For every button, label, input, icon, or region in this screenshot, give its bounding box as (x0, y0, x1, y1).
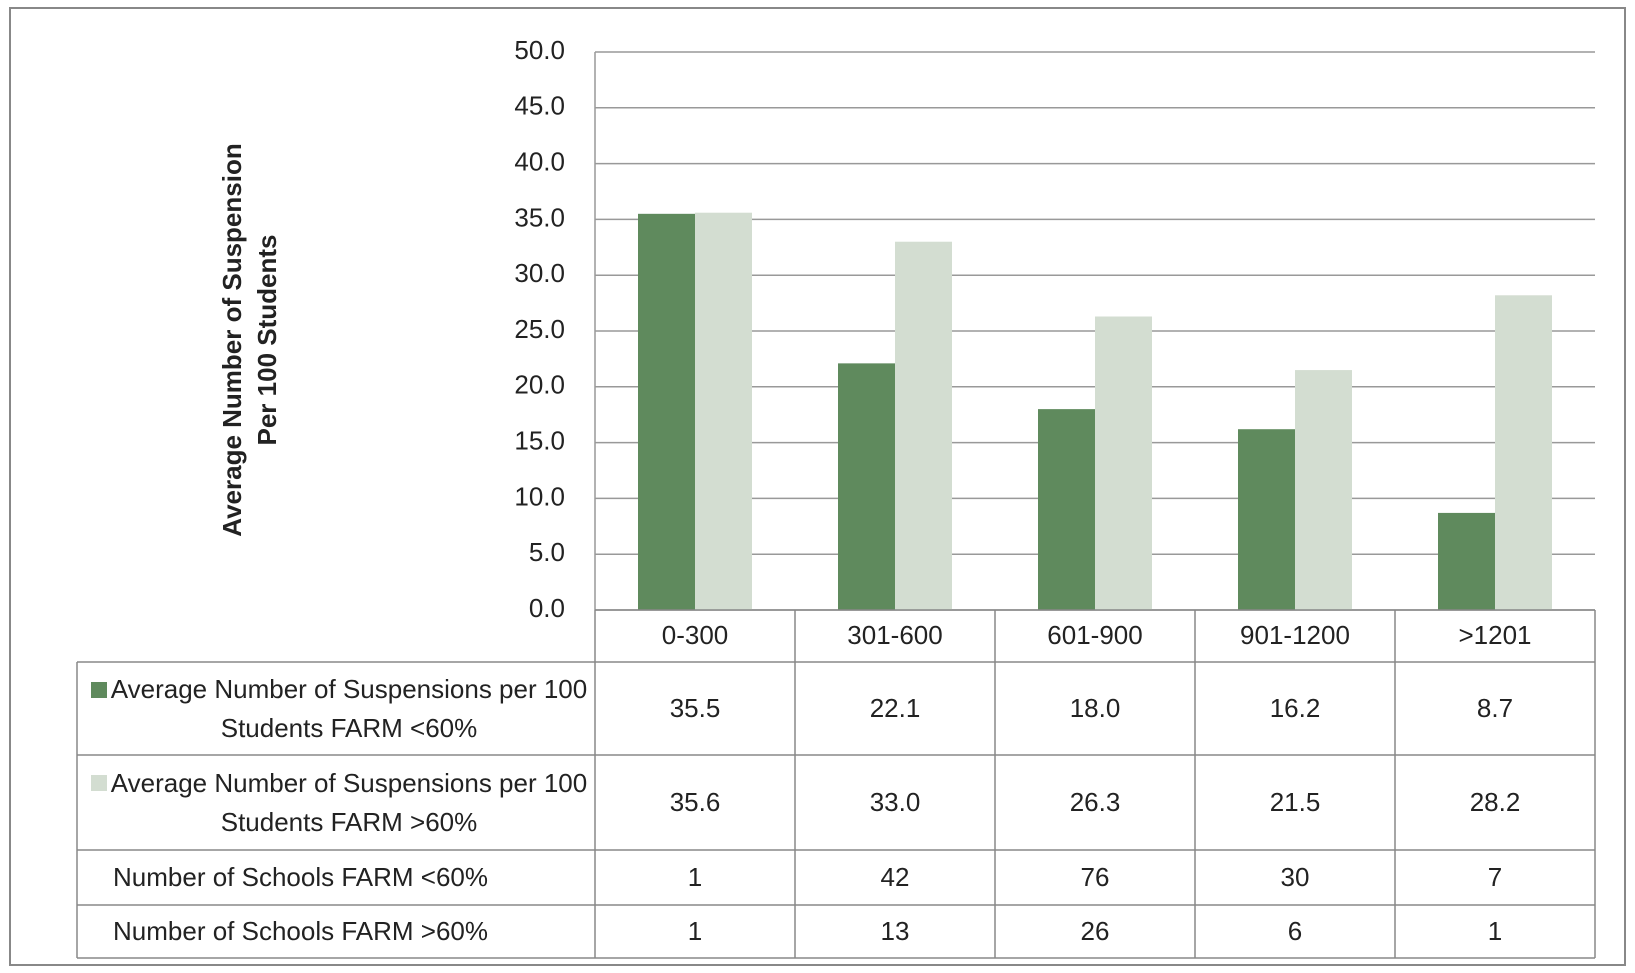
bar (1095, 316, 1152, 610)
table-cell: 21.5 (1269, 786, 1321, 817)
x-tick-label: 301-600 (847, 620, 943, 651)
bar (1238, 429, 1295, 610)
y-tick-label: 15.0 (514, 425, 565, 455)
x-tick-label: >1201 (1458, 620, 1532, 651)
x-tick-label: 901-1200 (1240, 620, 1350, 651)
table-cell: 35.6 (669, 786, 721, 817)
table-row-label: Number of Schools FARM <60% (113, 861, 488, 892)
table-cell: 1 (687, 915, 703, 946)
y-tick-label: 30.0 (514, 258, 565, 288)
y-tick-label: 35.0 (514, 202, 565, 232)
y-tick-label: 45.0 (514, 91, 565, 121)
chart-frame (9, 7, 1626, 966)
bar (1295, 370, 1352, 610)
table-cell: 6 (1287, 915, 1303, 946)
x-tick-label: 0-300 (661, 620, 729, 651)
table-cell: 26 (1080, 915, 1110, 946)
y-tick-label: 10.0 (514, 481, 565, 511)
table-cell: 22.1 (869, 692, 921, 723)
table-cell: 42 (880, 861, 910, 892)
table-row-label: Number of Schools FARM >60% (113, 915, 488, 946)
bar (895, 241, 952, 610)
table-cell: 1 (1487, 915, 1503, 946)
x-tick-label: 601-900 (1047, 620, 1143, 651)
table-cell: 8.7 (1476, 692, 1514, 723)
bar (695, 212, 752, 611)
y-tick-label: 20.0 (514, 370, 565, 400)
bar (1495, 295, 1552, 610)
legend-swatch (91, 682, 107, 698)
bar (1438, 512, 1495, 610)
legend-label: Average Number of Suspensions per 100 St… (110, 673, 588, 743)
y-tick-label: 0.0 (529, 593, 565, 623)
bar (1038, 409, 1095, 610)
legend-label: Average Number of Suspensions per 100 St… (110, 767, 588, 837)
table-cell: 16.2 (1269, 692, 1321, 723)
legend-swatch (91, 775, 107, 791)
table-cell: 1 (687, 861, 703, 892)
table-cell: 18.0 (1069, 692, 1121, 723)
y-axis-title: Average Number of Suspension Per 100 Stu… (216, 143, 282, 537)
bar (838, 363, 895, 610)
table-cell: 35.5 (669, 692, 721, 723)
table-cell: 30 (1280, 861, 1310, 892)
y-tick-label: 40.0 (514, 146, 565, 176)
table-cell: 76 (1080, 861, 1110, 892)
table-cell: 33.0 (869, 786, 921, 817)
table-cell: 28.2 (1469, 786, 1521, 817)
bar (638, 213, 695, 610)
table-cell: 13 (880, 915, 910, 946)
table-cell: 26.3 (1069, 786, 1121, 817)
y-tick-label: 50.0 (514, 35, 565, 65)
table-cell: 7 (1487, 861, 1503, 892)
y-tick-label: 5.0 (529, 537, 565, 567)
y-tick-label: 25.0 (514, 314, 565, 344)
